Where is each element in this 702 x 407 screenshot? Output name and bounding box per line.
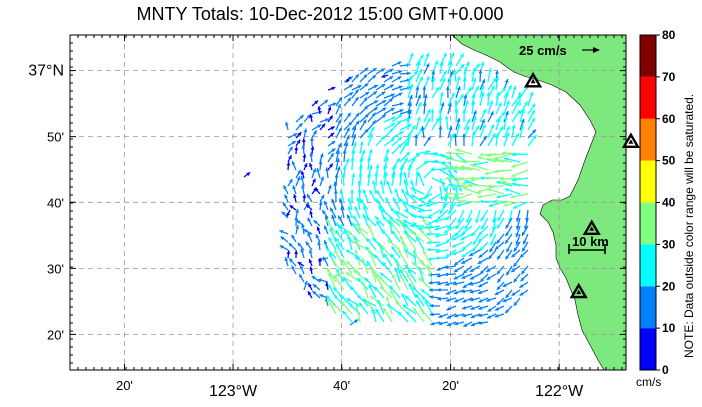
lon-label: 20' xyxy=(442,378,459,393)
station-marker xyxy=(569,282,588,299)
colorbar-segment xyxy=(640,160,656,203)
scale-bar-label: 10 km xyxy=(572,234,609,249)
radar-stations xyxy=(523,71,640,299)
reference-vector-label: 25 cm/s xyxy=(519,43,567,58)
graticule-grid xyxy=(70,35,626,370)
station-marker xyxy=(621,132,640,148)
lat-label: 30' xyxy=(47,261,64,276)
lon-label: 123°W xyxy=(209,383,258,400)
lon-label: 20' xyxy=(116,378,133,393)
colorbar-tick-label: 80 xyxy=(662,28,676,42)
lat-label: 50' xyxy=(47,130,64,145)
colorbar: 0 10 20 30 40 50 60 70 80 xyxy=(639,28,676,377)
map-title: MNTY Totals: 10-Dec-2012 15:00 GMT+0.000 xyxy=(136,4,504,24)
colorbar-unit: cm/s xyxy=(636,375,661,389)
colorbar-tick-label: 30 xyxy=(662,237,676,251)
colorbar-segment xyxy=(640,286,656,329)
station-marker xyxy=(582,219,601,236)
lon-label: 40' xyxy=(333,378,350,393)
colorbar-tick-label: 70 xyxy=(662,70,676,84)
colorbar-segment xyxy=(640,244,656,287)
longitude-labels: 20' 123°W 40' 20' 122°W xyxy=(116,378,584,400)
current-vectors xyxy=(243,52,538,328)
latitude-labels: 37°N 50' 40' 30' 20' xyxy=(28,63,64,343)
colorbar-tick-label: 50 xyxy=(662,154,676,168)
lat-label: 40' xyxy=(47,195,64,210)
colorbar-note: NOTE: Data outside color range will be s… xyxy=(682,94,696,358)
colorbar-tick-label: 0 xyxy=(662,363,669,377)
colorbar-segment xyxy=(640,118,656,161)
lat-label: 20' xyxy=(47,327,64,342)
lat-label: 37°N xyxy=(28,63,64,80)
colorbar-tick-label: 10 xyxy=(662,321,676,335)
scale-bar: 10 km xyxy=(568,234,609,254)
colorbar-segment xyxy=(640,76,656,119)
colorbar-segment xyxy=(640,35,656,77)
colorbar-segment xyxy=(640,202,656,245)
coastline-land xyxy=(451,35,626,370)
station-marker xyxy=(523,71,543,88)
colorbar-tick-label: 20 xyxy=(662,279,676,293)
reference-vector: 25 cm/s xyxy=(519,43,600,58)
lon-label: 122°W xyxy=(535,383,584,400)
colorbar-tick-label: 40 xyxy=(662,196,676,210)
colorbar-segment xyxy=(640,328,656,370)
colorbar-tick-label: 60 xyxy=(662,112,676,126)
frame-ticks xyxy=(69,34,626,370)
